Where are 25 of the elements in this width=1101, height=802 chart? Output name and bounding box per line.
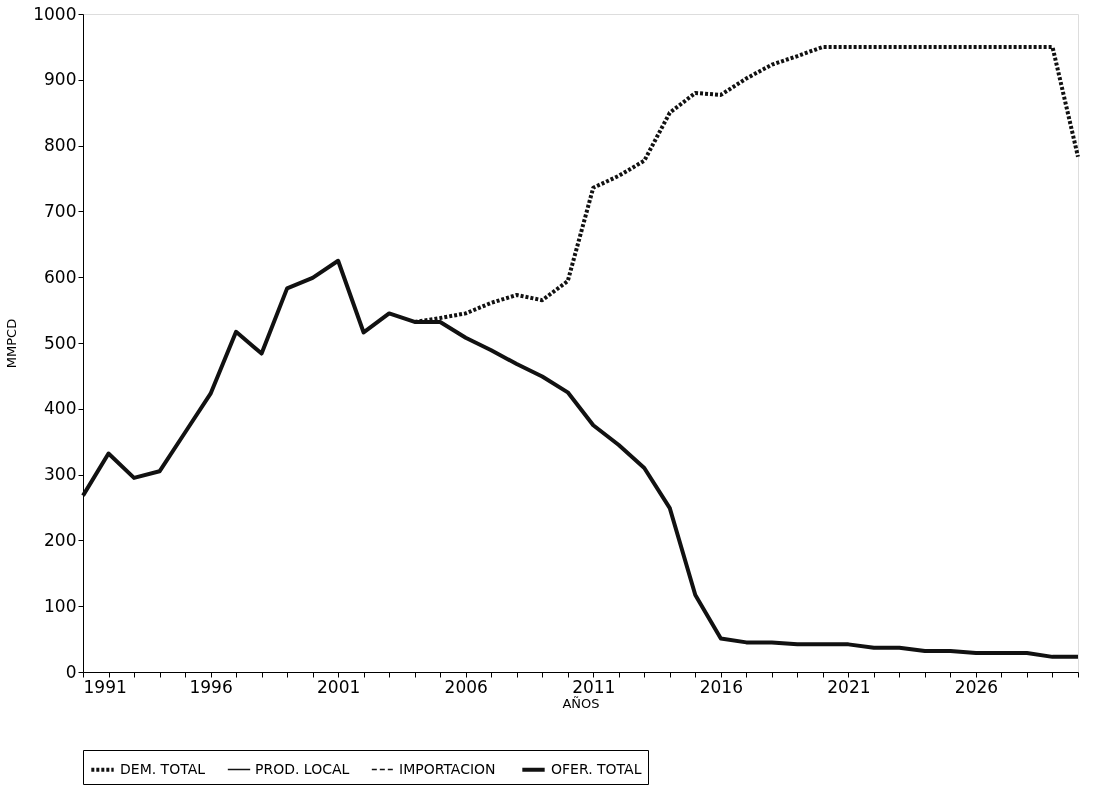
legend-label: IMPORTACION xyxy=(399,760,496,777)
y-axis-title: MMPCD xyxy=(4,318,20,369)
y-tick-label: 200 xyxy=(44,529,77,550)
x-axis-title: AÑOS xyxy=(562,695,600,711)
y-tick-label: 300 xyxy=(44,464,77,485)
y-tick-label: 800 xyxy=(44,135,77,156)
y-tick-label: 500 xyxy=(44,332,77,353)
x-tick-label: 2001 xyxy=(317,676,361,697)
y-tick-label: 1000 xyxy=(33,3,77,24)
x-tick-label: 1996 xyxy=(189,676,233,697)
x-tick-label: 1991 xyxy=(83,676,127,697)
y-tick-label: 900 xyxy=(44,69,77,90)
y-tick-label: 100 xyxy=(44,595,77,616)
x-tick-label: 2026 xyxy=(954,676,999,697)
x-tick-label: 2016 xyxy=(699,676,743,697)
x-tick-label: 2006 xyxy=(444,676,488,697)
y-tick-label: 700 xyxy=(44,200,77,221)
y-tick-label: 0 xyxy=(65,661,77,682)
legend-label: OFER. TOTAL xyxy=(551,760,642,777)
x-tick-label: 2021 xyxy=(827,676,871,697)
legend-label: DEM. TOTAL xyxy=(120,760,206,777)
x-tick-label: 2011 xyxy=(572,676,616,697)
legend-label: PROD. LOCAL xyxy=(255,760,350,777)
y-tick-label: 600 xyxy=(44,266,77,287)
y-tick-label: 400 xyxy=(44,398,77,419)
